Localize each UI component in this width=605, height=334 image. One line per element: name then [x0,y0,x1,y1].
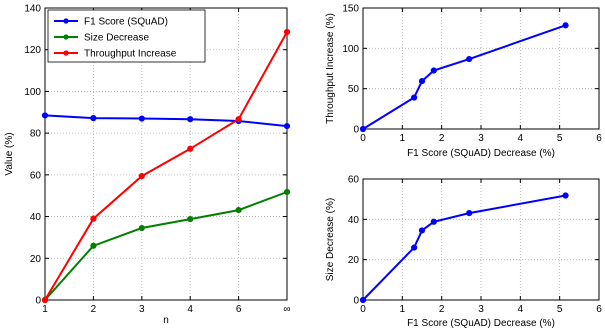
data-point [41,296,49,304]
data-point [235,116,242,123]
data-point [90,115,97,122]
data-point [411,94,418,101]
y-tick-label: 0 [353,296,359,307]
data-point [562,22,569,29]
data-point [359,296,367,304]
x-tick-label: 6 [596,304,602,315]
y-tick-label: 60 [348,175,360,186]
axes-frame [44,7,288,301]
data-point [411,244,418,251]
legend-label: F1 Score (SQuAD) [84,17,168,28]
data-point [138,115,145,122]
data-point [235,207,242,214]
data-point [138,224,145,232]
x-tick-label: 4 [518,304,524,315]
series-1 [359,22,569,133]
x-tick-label: 1 [42,304,48,315]
data-point [430,218,437,225]
data-point [283,188,291,196]
legend-marker [63,50,69,56]
data-point [466,55,473,63]
data-point [283,122,291,130]
legend: F1 Score (SQuAD) Size Decrease Throughput … [47,9,206,63]
y-tick-label: 60 [30,170,42,181]
x-tick-label: 6 [236,304,242,315]
y-tick-label: 40 [348,215,360,226]
data-point [283,28,291,36]
data-point [466,209,473,217]
x-axis-label: F1 Score (SQuAD) Decrease (%) [407,148,555,159]
y-axis-label: Value (%) [4,132,15,175]
x-tick-label: 4 [187,304,193,315]
data-point [562,192,569,199]
chart-panel-3: 0 20 40 60 0 1 2 3 4 5 6 F1 Score (SQuAD) Decrease … [325,175,602,330]
x-tick-label: 6 [596,133,602,144]
y-tick-label: 50 [348,84,360,95]
x-tick-label: 1 [400,133,406,144]
data-point [187,116,194,123]
legend-label: Size Decrease [84,33,149,44]
x-tick-label: 3 [139,304,145,315]
series-line [44,191,288,301]
x-tick-label: 5 [557,133,563,144]
legend-marker [63,18,69,24]
data-point [418,227,426,234]
y-tick-label: 0 [35,296,41,307]
x-tick-label: 3 [478,304,484,315]
series-line [44,31,288,301]
y-tick-label: 20 [348,255,360,266]
series-line [362,24,566,130]
y-tick-label: 80 [30,129,42,140]
y-tick-label: 20 [30,254,42,265]
x-tick-label: 0 [360,133,366,144]
y-tick-label: 150 [342,4,359,15]
legend-label: Throughput Increase [84,49,177,60]
x-tick-label: 1 [400,304,406,315]
data-point [187,145,194,152]
y-axis-label: Throughput Increase (%) [325,13,336,124]
series-1 [41,112,291,130]
data-point [359,125,367,133]
data-point [187,215,194,223]
data-point [90,215,97,222]
y-axis-label: Size Decrease (%) [325,198,336,281]
x-tick-label: 2 [439,133,445,144]
series-line [44,114,288,128]
x-tick-label: 2 [91,304,97,315]
x-tick-label: 3 [478,133,484,144]
y-tick-label: 0 [353,125,359,136]
data-point [90,242,97,249]
x-tick-label: 0 [360,304,366,315]
data-point [138,173,145,180]
y-tick-label: 100 [342,44,359,55]
chart-panel-1: 0 20 40 60 80 100 120 140 1 2 3 4 6 ∞ n Value (%) F1 Sco… [4,4,291,327]
x-tick-label: 5 [557,304,563,315]
y-tick-label: 120 [24,45,41,56]
chart-panel-2: 0 50 100 150 0 1 2 3 4 5 6 F1 Score (SQuAD) Decreas… [325,4,602,160]
data-point [41,112,49,119]
series-line [362,194,566,301]
data-point [430,67,437,74]
x-axis-label: n [163,315,169,326]
legend-marker [63,34,69,40]
x-axis-label: F1 Score (SQuAD) Decrease (%) [407,318,555,329]
y-tick-label: 40 [30,212,42,223]
series-1 [359,192,569,304]
x-tick-label: ∞ [283,304,290,315]
y-tick-label: 100 [24,87,41,98]
series-3 [41,28,291,304]
y-tick-label: 140 [24,4,41,15]
x-tick-label: 2 [439,304,445,315]
data-point [418,77,426,85]
x-tick-label: 4 [518,133,524,144]
